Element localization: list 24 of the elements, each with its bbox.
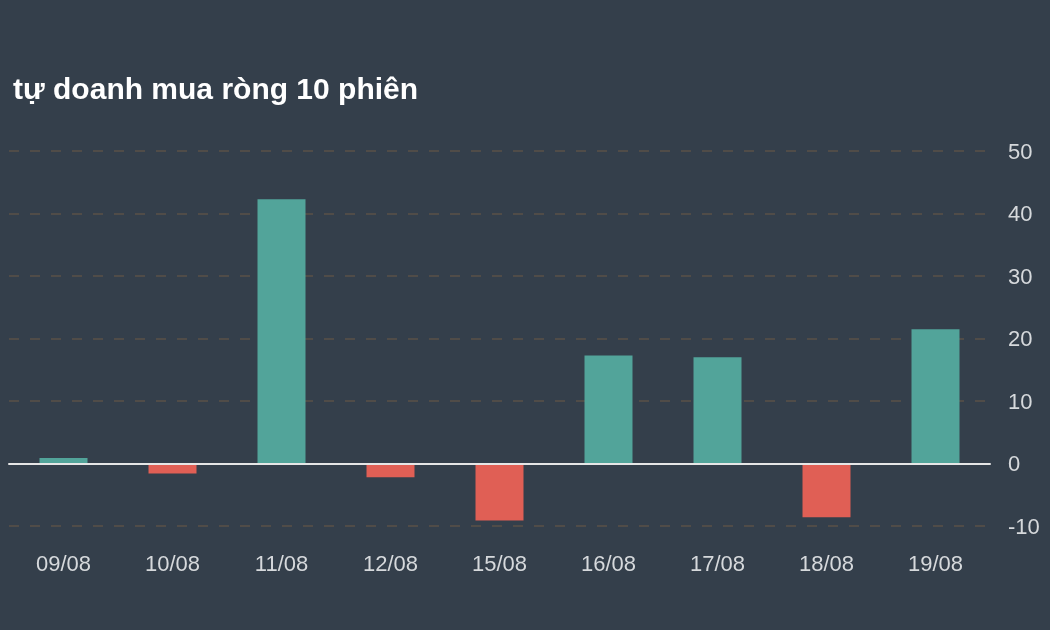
y-tick-label: 30 (1008, 263, 1033, 289)
y-tick-label: -10 (1008, 513, 1040, 539)
y-tick-label: 20 (1008, 326, 1033, 351)
bar (693, 357, 742, 464)
bar (802, 463, 851, 518)
x-tick-label: 16/08 (580, 550, 637, 576)
x-tick-label: 18/08 (798, 550, 855, 576)
bar (475, 463, 524, 521)
bar (148, 463, 197, 474)
x-tick-label: 12/08 (362, 550, 419, 576)
y-tick-label: 50 (1008, 138, 1033, 164)
x-tick-label: 15/08 (471, 550, 528, 576)
bar (257, 199, 306, 464)
x-tick-label: 10/08 (144, 550, 201, 576)
y-tick-label: 40 (1008, 201, 1033, 226)
y-tick-label: 0 (1008, 451, 1021, 476)
x-tick-label: 09/08 (35, 550, 92, 576)
bar (911, 329, 960, 464)
chart-title: tự doanh mua ròng 10 phiên (13, 71, 419, 105)
x-tick-label: 11/08 (254, 550, 309, 576)
y-tick-label: 10 (1008, 388, 1033, 414)
bar (584, 355, 633, 464)
x-tick-label: 19/08 (907, 550, 964, 576)
x-tick-label: 17/08 (689, 550, 746, 576)
